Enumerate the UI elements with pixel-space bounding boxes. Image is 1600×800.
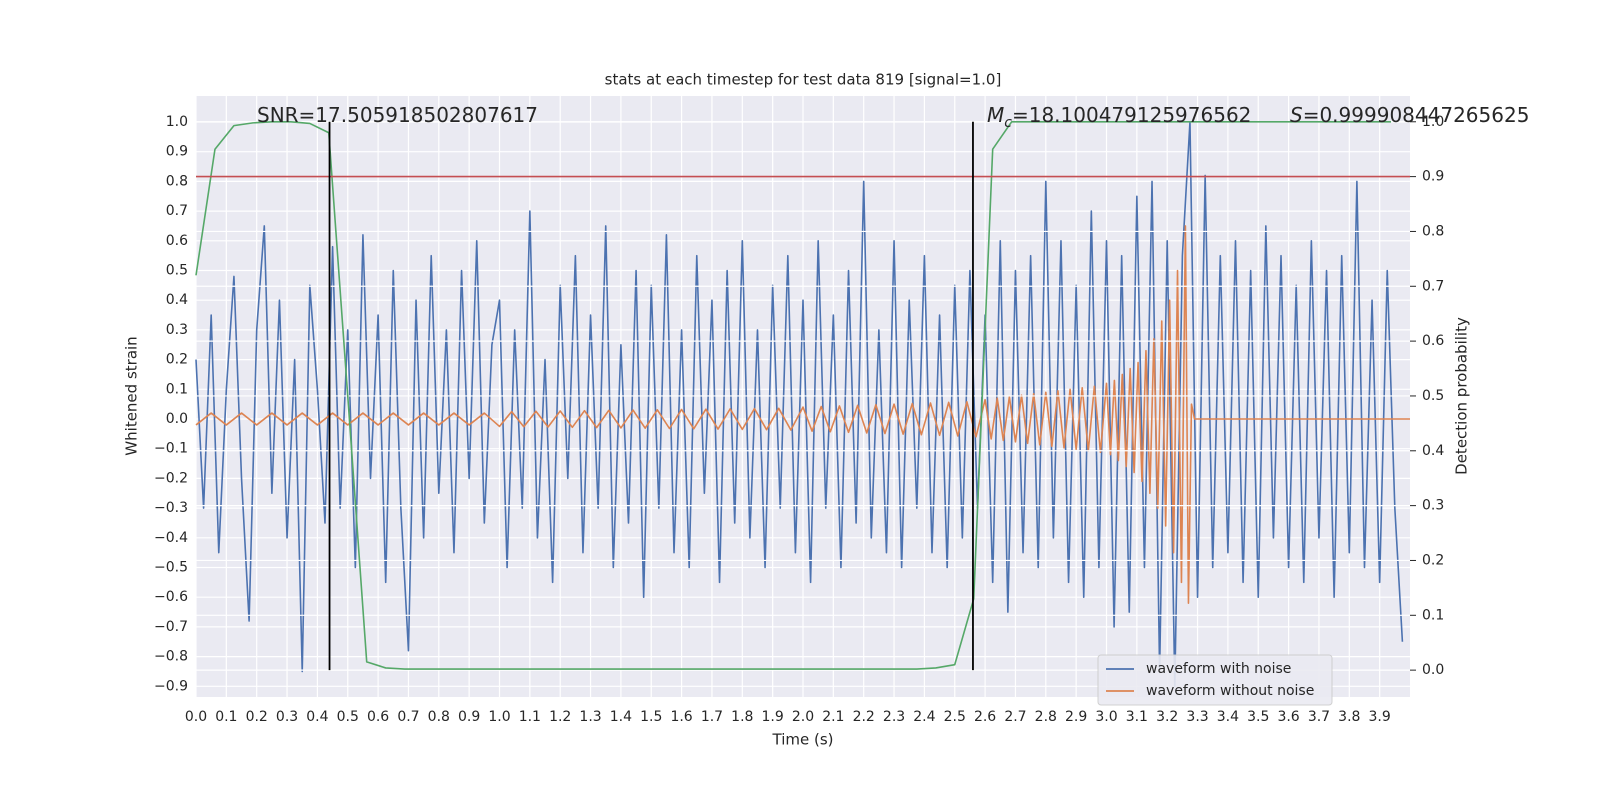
x-tick-label: 3.7 (1308, 709, 1330, 725)
x-tick-label: 1.7 (701, 709, 723, 725)
y-tick-label: 0.9 (166, 144, 188, 160)
x-tick-label: 3.5 (1247, 709, 1269, 725)
x-tick-label: 2.0 (792, 709, 814, 725)
x-tick-label: 0.0 (185, 709, 207, 725)
annotation: S=0.999908447265625 (1290, 103, 1529, 127)
y-tick-label: −0.8 (154, 649, 188, 665)
x-tick-label: 0.3 (276, 709, 298, 725)
x-tick-label: 0.2 (246, 709, 268, 725)
y-tick-label: 0.2 (166, 352, 188, 368)
y2-tick-label: 1.0 (1422, 114, 1444, 130)
x-tick-label: 1.0 (488, 709, 510, 725)
x-tick-label: 2.7 (1004, 709, 1026, 725)
x-tick-label: 1.9 (762, 709, 784, 725)
series-line (195, 120, 1392, 670)
x-tick-label: 2.8 (1035, 709, 1057, 725)
annotation-text: =18.100479125976562 (1012, 103, 1251, 127)
x-tick-label: 0.1 (215, 709, 237, 725)
y2-tick-label: 0.8 (1422, 223, 1444, 239)
y2-tick-label: 0.9 (1422, 169, 1444, 185)
x-tick-label: 0.7 (397, 709, 419, 725)
x-tick-label: 1.5 (640, 709, 662, 725)
x-tick-label: 2.6 (974, 709, 996, 725)
x-tick-label: 0.4 (306, 709, 328, 725)
x-tick-label: 3.2 (1156, 709, 1178, 725)
x-tick-label: 1.8 (731, 709, 753, 725)
x-tick-label: 3.1 (1126, 709, 1148, 725)
y2-tick-label: 0.2 (1422, 552, 1444, 568)
x-tick-label: 3.8 (1338, 709, 1360, 725)
x-tick-label: 1.2 (549, 709, 571, 725)
y-tick-label: 0.3 (166, 322, 188, 338)
y-tick-label: −0.6 (154, 589, 188, 605)
x-tick-label: 0.6 (367, 709, 389, 725)
annotation-text: SNR=17.505918502807617 (257, 103, 538, 127)
x-tick-label: 0.5 (337, 709, 359, 725)
y2-tick-label: 0.5 (1422, 388, 1444, 404)
x-tick-label: 3.3 (1186, 709, 1208, 725)
x-tick-label: 2.1 (822, 709, 844, 725)
x-tick-label: 3.9 (1369, 709, 1391, 725)
x-tick-label: 2.5 (944, 709, 966, 725)
x-axis-label: Time (s) (772, 731, 834, 749)
annotation-symbol: M (987, 103, 1004, 127)
y-tick-label: 0.1 (166, 381, 188, 397)
y-tick-label: −0.4 (154, 530, 188, 546)
y-tick-label: −0.9 (154, 678, 188, 694)
y-tick-label: 1.0 (166, 114, 188, 130)
x-tick-label: 0.9 (458, 709, 480, 725)
x-tick-label: 1.3 (579, 709, 601, 725)
y-tick-label: −0.5 (154, 560, 188, 576)
y-tick-label: −0.2 (154, 470, 188, 486)
x-tick-label: 3.6 (1277, 709, 1299, 725)
y-tick-label: 0.8 (166, 173, 188, 189)
annotation-subscript: c (1004, 115, 1012, 131)
x-tick-label: 1.6 (670, 709, 692, 725)
series-line (195, 121, 1404, 688)
x-tick-label: 3.4 (1217, 709, 1239, 725)
y2-tick-label: 0.3 (1422, 498, 1444, 514)
y-tick-label: 0.5 (166, 262, 188, 278)
y-tick-label: −0.7 (154, 619, 188, 635)
legend-box (1097, 654, 1333, 706)
x-tick-label: 1.1 (519, 709, 541, 725)
legend-label: waveform without noise (1146, 683, 1314, 699)
chart-title: stats at each timestep for test data 819… (605, 71, 1002, 89)
y-tick-label: 0.4 (166, 292, 188, 308)
y-tick-label: 0.7 (166, 203, 188, 219)
x-tick-label: 2.3 (883, 709, 905, 725)
y2-tick-label: 0.7 (1422, 278, 1444, 294)
y-tick-label: 0.0 (166, 411, 188, 427)
y-axis-label: Whitened strain (123, 336, 141, 455)
y2-tick-label: 0.6 (1422, 333, 1444, 349)
annotation-text: =0.999908447265625 (1303, 103, 1530, 127)
x-tick-label: 2.4 (913, 709, 935, 725)
x-tick-label: 0.8 (428, 709, 450, 725)
x-tick-label: 3.0 (1095, 709, 1117, 725)
x-tick-label: 1.4 (610, 709, 632, 725)
y-tick-label: −0.1 (154, 441, 188, 457)
y2-tick-label: 0.4 (1422, 443, 1444, 459)
y-tick-label: 0.6 (166, 233, 188, 249)
y-tick-label: −0.3 (154, 500, 188, 516)
legend-label: waveform with noise (1146, 661, 1291, 677)
y2-tick-label: 0.0 (1422, 662, 1444, 678)
x-tick-label: 2.2 (853, 709, 875, 725)
annotation-symbol: S (1290, 103, 1303, 127)
x-tick-label: 2.9 (1065, 709, 1087, 725)
y2-tick-label: 0.1 (1422, 607, 1444, 623)
annotation: SNR=17.505918502807617 (257, 103, 538, 127)
series-line (195, 225, 1410, 604)
y2-axis-label: Detection probability (1453, 317, 1471, 475)
annotation: Mc=18.100479125976562 (987, 103, 1251, 131)
